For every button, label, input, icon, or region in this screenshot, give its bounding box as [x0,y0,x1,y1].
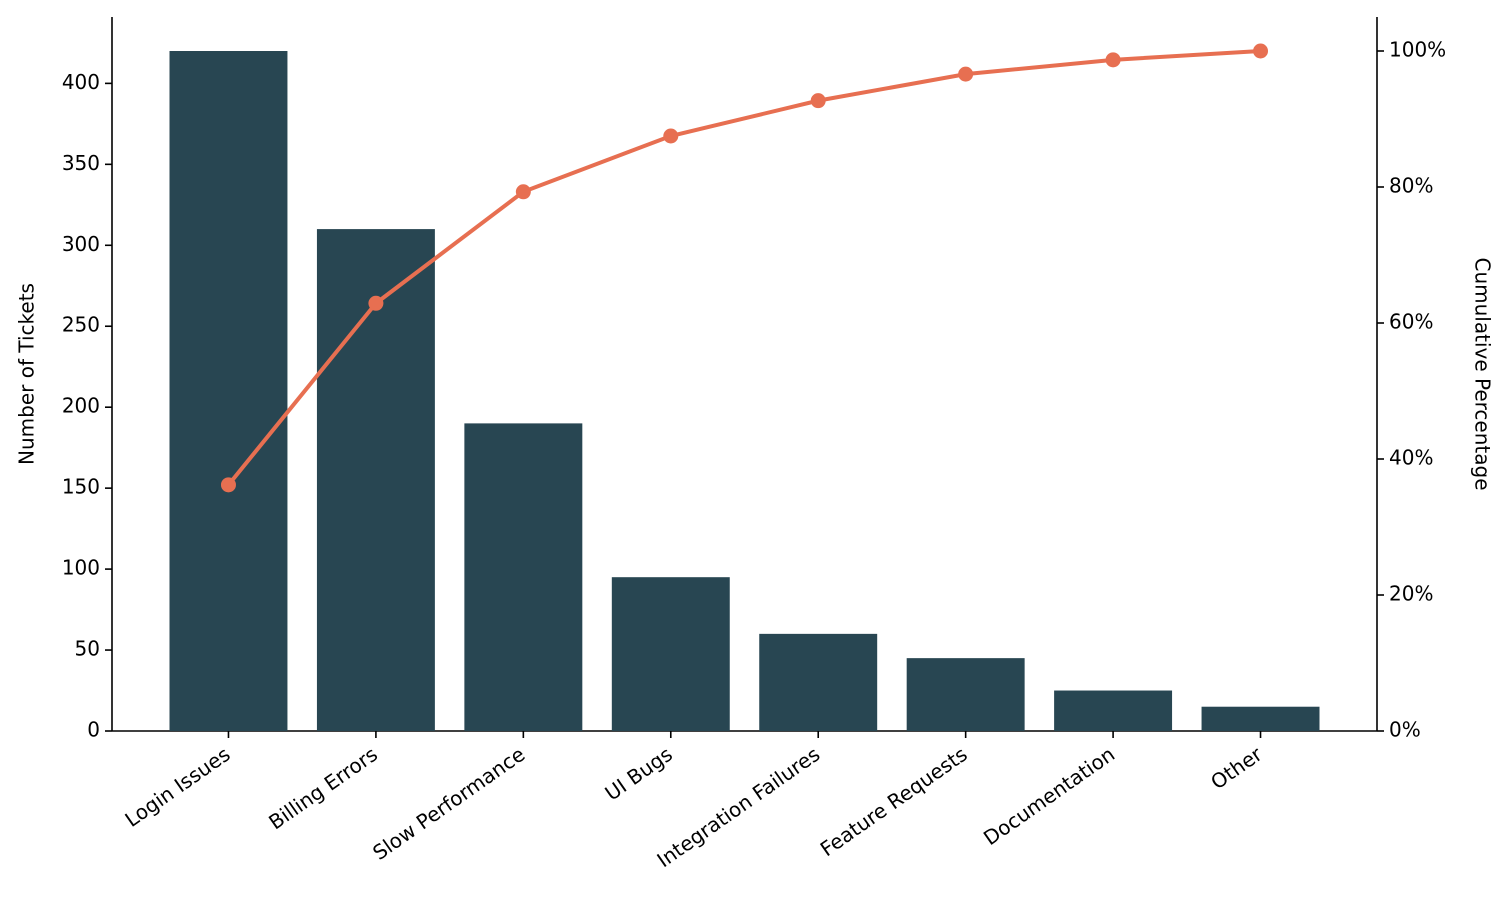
cumulative-point [515,184,531,200]
cumulative-line [226,49,1261,487]
x-tick-label: Login Issues [120,742,234,832]
bar [169,51,288,731]
cumulative-point [1105,52,1121,68]
x-tick-label: Feature Requests [816,742,972,861]
bar [906,658,1025,731]
cumulative-point [368,295,384,311]
y-tick-label: 50 [75,637,100,661]
y-tick-label: 250 [62,313,100,337]
cumulative-point [663,128,679,144]
bar [316,229,435,731]
y-tick-label: 150 [62,475,100,499]
y2-tick-label: 40% [1389,446,1433,470]
y-tick-label: 300 [62,232,100,256]
x-tick-label: Billing Errors [264,742,382,834]
cumulative-point [220,477,236,493]
y2-axis-label: Cumulative Percentage [1471,257,1495,490]
y-tick-label: 350 [62,151,100,175]
y2-tick-label: 60% [1389,310,1433,334]
x-tick-label: Documentation [979,742,1119,850]
cumulative-point [958,66,974,82]
bar [759,633,878,731]
y-axis-label: Number of Tickets [15,283,39,465]
x-tick-label: Other [1206,742,1267,795]
y-tick-label: 200 [62,394,100,418]
y2-tick-label: 100% [1389,38,1446,62]
y-tick-label: 100 [62,556,100,580]
x-tick-label: Slow Performance [368,742,529,865]
x-tick-label: UI Bugs [600,742,676,805]
y2-tick-label: 80% [1389,174,1433,198]
bar [1201,706,1320,731]
cumulative-point [810,93,826,109]
y-tick-label: 0 [87,718,100,742]
y2-tick-label: 20% [1389,582,1433,606]
x-tick-label: Integration Failures [653,742,825,872]
y2-tick-label: 0% [1389,718,1421,742]
bar [611,577,730,731]
cumulative-point [1253,43,1269,59]
y-tick-label: 400 [62,70,100,94]
bar [464,423,583,731]
bar [1054,690,1173,731]
